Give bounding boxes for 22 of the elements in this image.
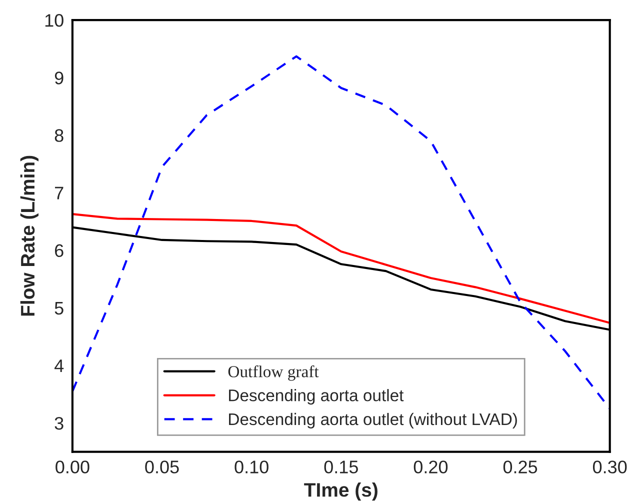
x-axis-title: TIme (s) [304, 482, 378, 501]
y-tick-label: 5 [54, 302, 64, 315]
x-tick-label: 0.05 [145, 460, 179, 474]
line-series [72, 55, 610, 410]
y-tick-label: 6 [54, 244, 64, 258]
x-tick-label: 0.10 [234, 460, 268, 474]
x-tick-label: 0.30 [592, 460, 627, 474]
x-tick-label: 0.20 [414, 460, 448, 474]
y-tick-label: 4 [54, 360, 64, 372]
y-tick-label: 7 [55, 186, 64, 200]
x-tick-label: 0.25 [503, 460, 538, 474]
legend-label: Outflow graft [228, 365, 319, 381]
y-axis-title: Flow Rate (L/min) [20, 156, 38, 316]
legend-label: Descending aorta outlet (without LVAD) [229, 412, 517, 428]
y-tick-label: 3 [54, 416, 64, 430]
y-tick-label: 10 [45, 14, 64, 27]
legend-label: Descending aorta outlet [229, 389, 404, 405]
line-series [72, 213, 610, 324]
y-tick-label: 9 [54, 72, 64, 84]
x-tick-label: 0.00 [56, 460, 90, 474]
y-tick-label: 8 [54, 129, 64, 142]
x-tick-label: 0.15 [324, 460, 358, 474]
